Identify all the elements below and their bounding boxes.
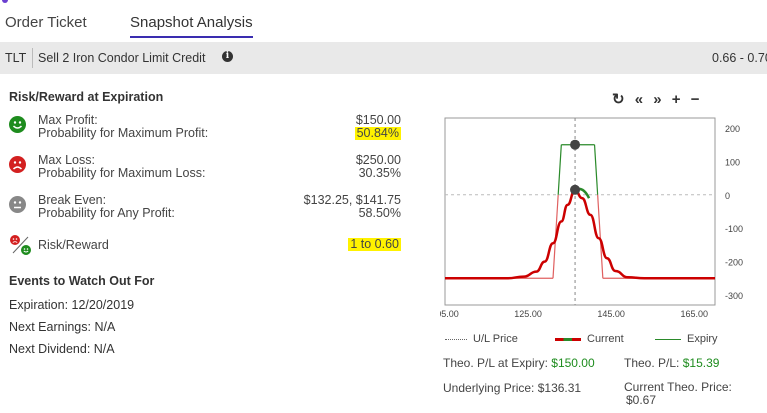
legend-expiry: Expiry <box>655 333 718 345</box>
top-strip <box>0 0 767 6</box>
ticket-description: Sell 2 Iron Condor Limit Credit <box>38 51 206 65</box>
theo-pl-value: $15.39 <box>682 356 720 370</box>
risk-reward-icon <box>9 234 33 256</box>
break-even-row: Break Even: Probability for Any Profit: … <box>9 194 401 224</box>
current-theo-price-value: $0.67 <box>626 393 657 407</box>
current-theo-price-label: Current Theo. Price: <box>624 380 732 394</box>
risk-reward-label: Risk/Reward <box>38 238 109 252</box>
legend-ul-price-label: U/L Price <box>473 333 518 345</box>
y-tick-label: -300 <box>725 291 743 301</box>
prob-max-loss-label: Probability for Maximum Loss: <box>38 166 206 180</box>
theo-pl-expiry-value: $150.00 <box>551 356 595 370</box>
legend-current: Current <box>555 333 624 345</box>
x-tick-label: 145.00 <box>597 309 625 319</box>
y-tick-label: 0 <box>725 191 730 201</box>
risk-reward-value: 1 to 0.60 <box>348 237 401 251</box>
ticket-price-range: 0.66 - 0.70 <box>712 51 767 65</box>
info-icon[interactable]: i <box>222 51 233 62</box>
prob-max-profit-value: 50.84% <box>354 126 401 140</box>
back-icon[interactable]: « <box>634 91 644 108</box>
tab-order-ticket[interactable]: Order Ticket <box>5 14 87 31</box>
y-tick-label: 200 <box>725 124 740 134</box>
x-tick-label: 125.00 <box>514 309 542 319</box>
expiry-marker <box>570 139 581 150</box>
next-earnings: Next Earnings: N/A <box>9 320 116 334</box>
sad-face-icon <box>9 156 26 173</box>
risk-reward-row: Risk/Reward 1 to 0.60 <box>9 234 401 256</box>
break-even-value: $132.25, $141.75 <box>303 193 401 207</box>
underlying-price: Underlying Price: $136.31 <box>443 381 581 395</box>
legend-current-label: Current <box>587 333 624 345</box>
forward-icon[interactable]: » <box>653 91 662 108</box>
theo-pl: Theo. P/L: $15.39 <box>624 356 719 370</box>
next-dividend: Next Dividend: N/A <box>9 342 115 356</box>
max-profit-value: $150.00 <box>355 113 401 127</box>
chart-controls: ↻ « » + − <box>612 90 705 108</box>
legend-ul-price: U/L Price <box>445 333 518 345</box>
events-title: Events to Watch Out For <box>9 274 155 288</box>
pl-chart[interactable]: 200 100 0 -100 -200 -300 105.00 125.00 145.00 165… <box>440 115 760 330</box>
max-loss-value: $250.00 <box>355 153 401 167</box>
expiration-date: Expiration: 12/20/2019 <box>9 298 135 312</box>
expiry-segment <box>557 144 562 195</box>
theo-pl-label: Theo. P/L: <box>624 356 680 370</box>
prob-max-profit-label: Probability for Maximum Profit: <box>38 126 209 140</box>
prob-max-loss-value: 30.35% <box>358 166 401 180</box>
current-swatch <box>555 337 581 341</box>
happy-face-icon <box>9 116 26 133</box>
ticket-symbol: TLT <box>5 51 27 65</box>
max-loss-label: Max Loss: <box>38 153 95 167</box>
expiry-segment <box>593 144 599 195</box>
max-loss-row: Max Loss: Probability for Maximum Loss: … <box>9 154 401 184</box>
y-tick-label: 100 <box>725 157 740 167</box>
risk-reward-title: Risk/Reward at Expiration <box>9 90 164 104</box>
y-tick-label: -100 <box>725 224 743 234</box>
max-profit-row: Max Profit: Probability for Maximum Prof… <box>9 114 401 144</box>
ticket-bar: TLT Sell 2 Iron Condor Limit Credit i 0.… <box>0 42 767 74</box>
break-even-label: Break Even: <box>38 193 107 207</box>
divider <box>32 48 33 68</box>
theo-pl-expiry-label: Theo. P/L at Expiry: <box>443 356 548 370</box>
refresh-icon[interactable]: ↻ <box>612 91 625 108</box>
current-theo-price: Current Theo. Price: $0.67 <box>624 381 732 407</box>
max-profit-label: Max Profit: <box>38 113 98 127</box>
current-marker <box>570 184 581 195</box>
tab-bar: Order Ticket Snapshot Analysis <box>0 14 767 40</box>
underlying-price-value: $136.31 <box>537 381 582 395</box>
legend-expiry-label: Expiry <box>687 333 718 345</box>
plot-frame <box>444 117 716 306</box>
zoom-in-icon[interactable]: + <box>671 91 681 108</box>
prob-any-profit-value: 58.50% <box>358 206 401 220</box>
app-dot-icon <box>2 0 8 3</box>
underlying-price-label: Underlying Price: <box>443 381 535 395</box>
neutral-face-icon <box>9 196 26 213</box>
dotted-line-swatch <box>445 338 467 340</box>
expiry-swatch <box>655 338 681 340</box>
prob-any-profit-label: Probability for Any Profit: <box>38 206 175 220</box>
x-tick-label: 165.00 <box>680 309 708 319</box>
y-tick-label: -200 <box>725 258 743 268</box>
expiry-segment <box>597 194 604 279</box>
tab-snapshot-analysis[interactable]: Snapshot Analysis <box>130 14 253 38</box>
x-tick-label: 105.00 <box>440 309 459 319</box>
zoom-out-icon[interactable]: − <box>690 91 700 108</box>
theo-pl-expiry: Theo. P/L at Expiry: $150.00 <box>443 356 595 370</box>
